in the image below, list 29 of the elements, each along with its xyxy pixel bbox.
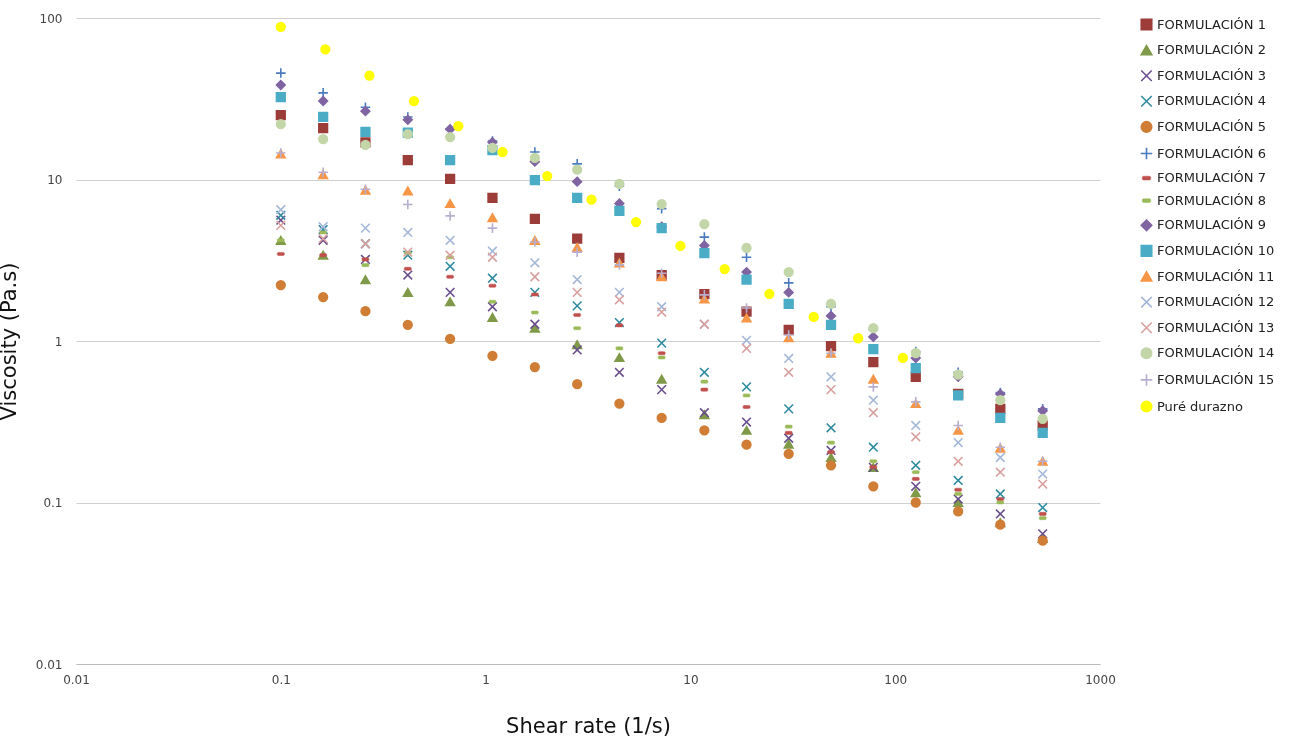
legend-label: Puré durazno — [1157, 398, 1243, 414]
legend-label: FORMULACIÓN 13 — [1157, 319, 1275, 335]
legend-label: FORMULACIÓN 3 — [1157, 67, 1266, 83]
legend-label: FORMULACIÓN 7 — [1157, 170, 1266, 186]
y-tick-label: 0.01 — [35, 657, 63, 672]
x-tick-label: 100 — [884, 672, 908, 687]
y-tick-label: 10 — [47, 173, 63, 187]
legend-label: FORMULACIÓN 9 — [1157, 217, 1266, 233]
y-tick-label: 0.1 — [43, 496, 63, 510]
x-tick-label: 1 — [482, 672, 490, 687]
x-axis-title: Shear rate (1/s) — [506, 713, 671, 738]
legend-label: FORMULACIÓN 15 — [1157, 371, 1275, 387]
legend-label: FORMULACIÓN 6 — [1157, 145, 1266, 161]
legend-label: FORMULACIÓN 11 — [1157, 268, 1275, 284]
x-tick-label: 0.1 — [271, 672, 291, 687]
y-tick-label: 1 — [54, 334, 63, 349]
legend-label: FORMULACIÓN 2 — [1157, 42, 1266, 58]
x-tick-label: 1000 — [1085, 672, 1116, 687]
legend-label: FORMULACIÓN 5 — [1157, 118, 1266, 134]
legend-label: FORMULACIÓN 1 — [1157, 16, 1266, 32]
legend-label: FORMULACIÓN 14 — [1157, 345, 1275, 361]
legend-label: FORMULACIÓN 4 — [1157, 93, 1266, 109]
legend-label: FORMULACIÓN 12 — [1157, 294, 1275, 310]
x-tick-label: 10 — [683, 672, 699, 687]
y-tick-label: 100 — [39, 11, 63, 26]
x-tick-label: 0.01 — [63, 672, 90, 687]
y-axis-title: Viscosity (Pa.s) — [0, 262, 21, 421]
legend-label: FORMULACIÓN 10 — [1157, 242, 1275, 258]
legend-label: FORMULACIÓN 8 — [1157, 192, 1266, 208]
